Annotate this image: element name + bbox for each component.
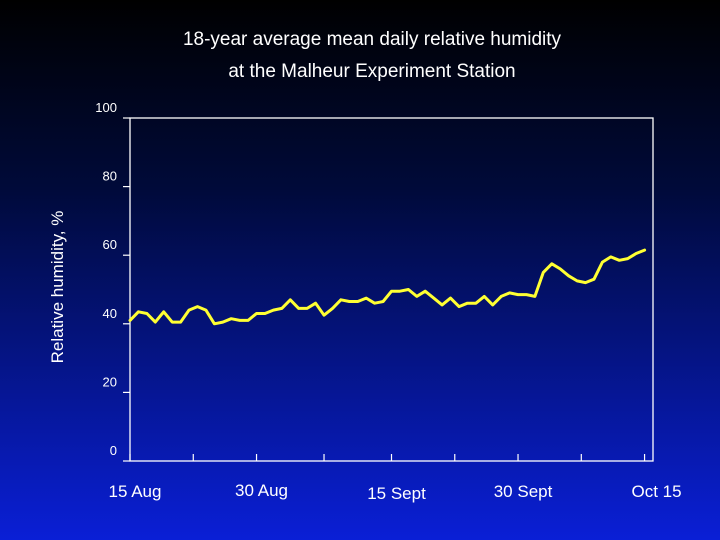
- y-tick-label: 20: [103, 374, 117, 389]
- x-tick-label: 30 Sept: [494, 482, 553, 501]
- y-tick-label: 40: [103, 306, 117, 321]
- plot-area: [129, 117, 654, 462]
- data-point: [364, 296, 368, 300]
- y-tick-label: 60: [103, 237, 117, 252]
- data-point: [272, 308, 275, 312]
- data-point: [196, 305, 199, 308]
- data-point: [634, 252, 638, 255]
- data-point: [592, 278, 596, 281]
- y-axis-label: Relative humidity, %: [48, 211, 67, 364]
- data-point: [499, 295, 503, 298]
- data-point: [643, 248, 646, 252]
- data-point: [601, 260, 604, 264]
- data-point: [204, 308, 208, 312]
- data-point: [483, 295, 486, 298]
- data-point: [559, 267, 562, 271]
- data-point: [145, 312, 149, 315]
- data-point: [508, 291, 511, 295]
- data-point: [322, 314, 326, 317]
- data-point: [491, 303, 494, 307]
- data-point: [238, 319, 241, 322]
- data-point: [221, 320, 224, 324]
- data-point: [626, 257, 629, 260]
- data-point: [424, 290, 427, 293]
- data-point: [440, 303, 444, 307]
- data-point: [297, 307, 300, 310]
- x-tick-label: 15 Aug: [109, 482, 162, 501]
- data-point: [314, 302, 317, 305]
- data-point: [170, 320, 174, 324]
- data-point: [348, 300, 351, 303]
- data-point: [154, 320, 157, 324]
- data-point: [567, 274, 570, 277]
- series-line: [128, 248, 647, 326]
- data-point: [280, 307, 284, 310]
- data-point: [398, 290, 402, 293]
- data-point: [137, 310, 140, 313]
- data-point: [255, 312, 258, 315]
- data-point: [289, 298, 292, 301]
- data-point: [550, 262, 553, 265]
- data-point: [516, 293, 520, 296]
- chart-title: 18-year average mean daily relative humi…: [183, 29, 562, 50]
- data-point: [187, 308, 191, 312]
- data-point: [373, 302, 376, 305]
- data-point: [432, 296, 435, 300]
- x-tick-label: Oct 15: [632, 482, 682, 501]
- data-point: [331, 307, 334, 310]
- data-point: [474, 302, 478, 305]
- data-point: [449, 296, 452, 300]
- data-point: [230, 317, 233, 320]
- data-point: [533, 295, 537, 298]
- data-point: [457, 305, 461, 308]
- data-point: [305, 307, 309, 310]
- data-point: [381, 300, 385, 303]
- data-point: [542, 271, 545, 274]
- data-point: [128, 319, 132, 322]
- data-point: [390, 290, 393, 293]
- data-point: [213, 322, 216, 325]
- series-group: [128, 248, 647, 326]
- data-point: [415, 295, 419, 298]
- data-point: [466, 302, 469, 305]
- data-point: [609, 255, 613, 259]
- y-tick-label: 80: [103, 169, 117, 184]
- data-point: [263, 312, 267, 315]
- x-tick-label: 15 Sept: [367, 484, 426, 503]
- data-point: [525, 293, 528, 296]
- data-point: [356, 300, 359, 303]
- data-point: [246, 319, 250, 322]
- data-point: [575, 279, 579, 283]
- data-point: [339, 298, 343, 301]
- data-point: [584, 281, 587, 284]
- y-tick-label: 100: [95, 100, 117, 115]
- x-tick-label: 30 Aug: [235, 481, 288, 500]
- data-point: [162, 310, 165, 313]
- data-point: [618, 259, 621, 262]
- data-point: [407, 288, 410, 291]
- axis-ticks: 0 20 40 60 80 100 15 Aug 30 Aug 15 Sept 30 Sept Oc…: [95, 100, 681, 503]
- data-point: [179, 320, 182, 324]
- chart-subtitle: at the Malheur Experiment Station: [228, 61, 515, 82]
- y-tick-label: 0: [110, 443, 117, 458]
